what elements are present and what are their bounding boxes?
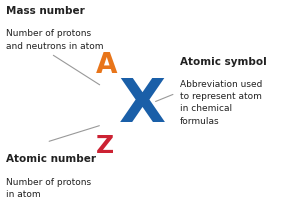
Text: Mass number: Mass number xyxy=(6,6,85,16)
Text: Abbreviation used
to represent atom
in chemical
formulas: Abbreviation used to represent atom in c… xyxy=(180,80,262,125)
Text: A: A xyxy=(96,51,118,79)
Text: Z: Z xyxy=(96,133,114,157)
Text: X: X xyxy=(118,76,166,134)
Text: Atomic number: Atomic number xyxy=(6,154,96,163)
Text: Number of protons
in atom: Number of protons in atom xyxy=(6,177,91,198)
Text: Atomic symbol: Atomic symbol xyxy=(180,57,267,66)
Text: Number of protons
and neutrons in atom: Number of protons and neutrons in atom xyxy=(6,29,103,50)
